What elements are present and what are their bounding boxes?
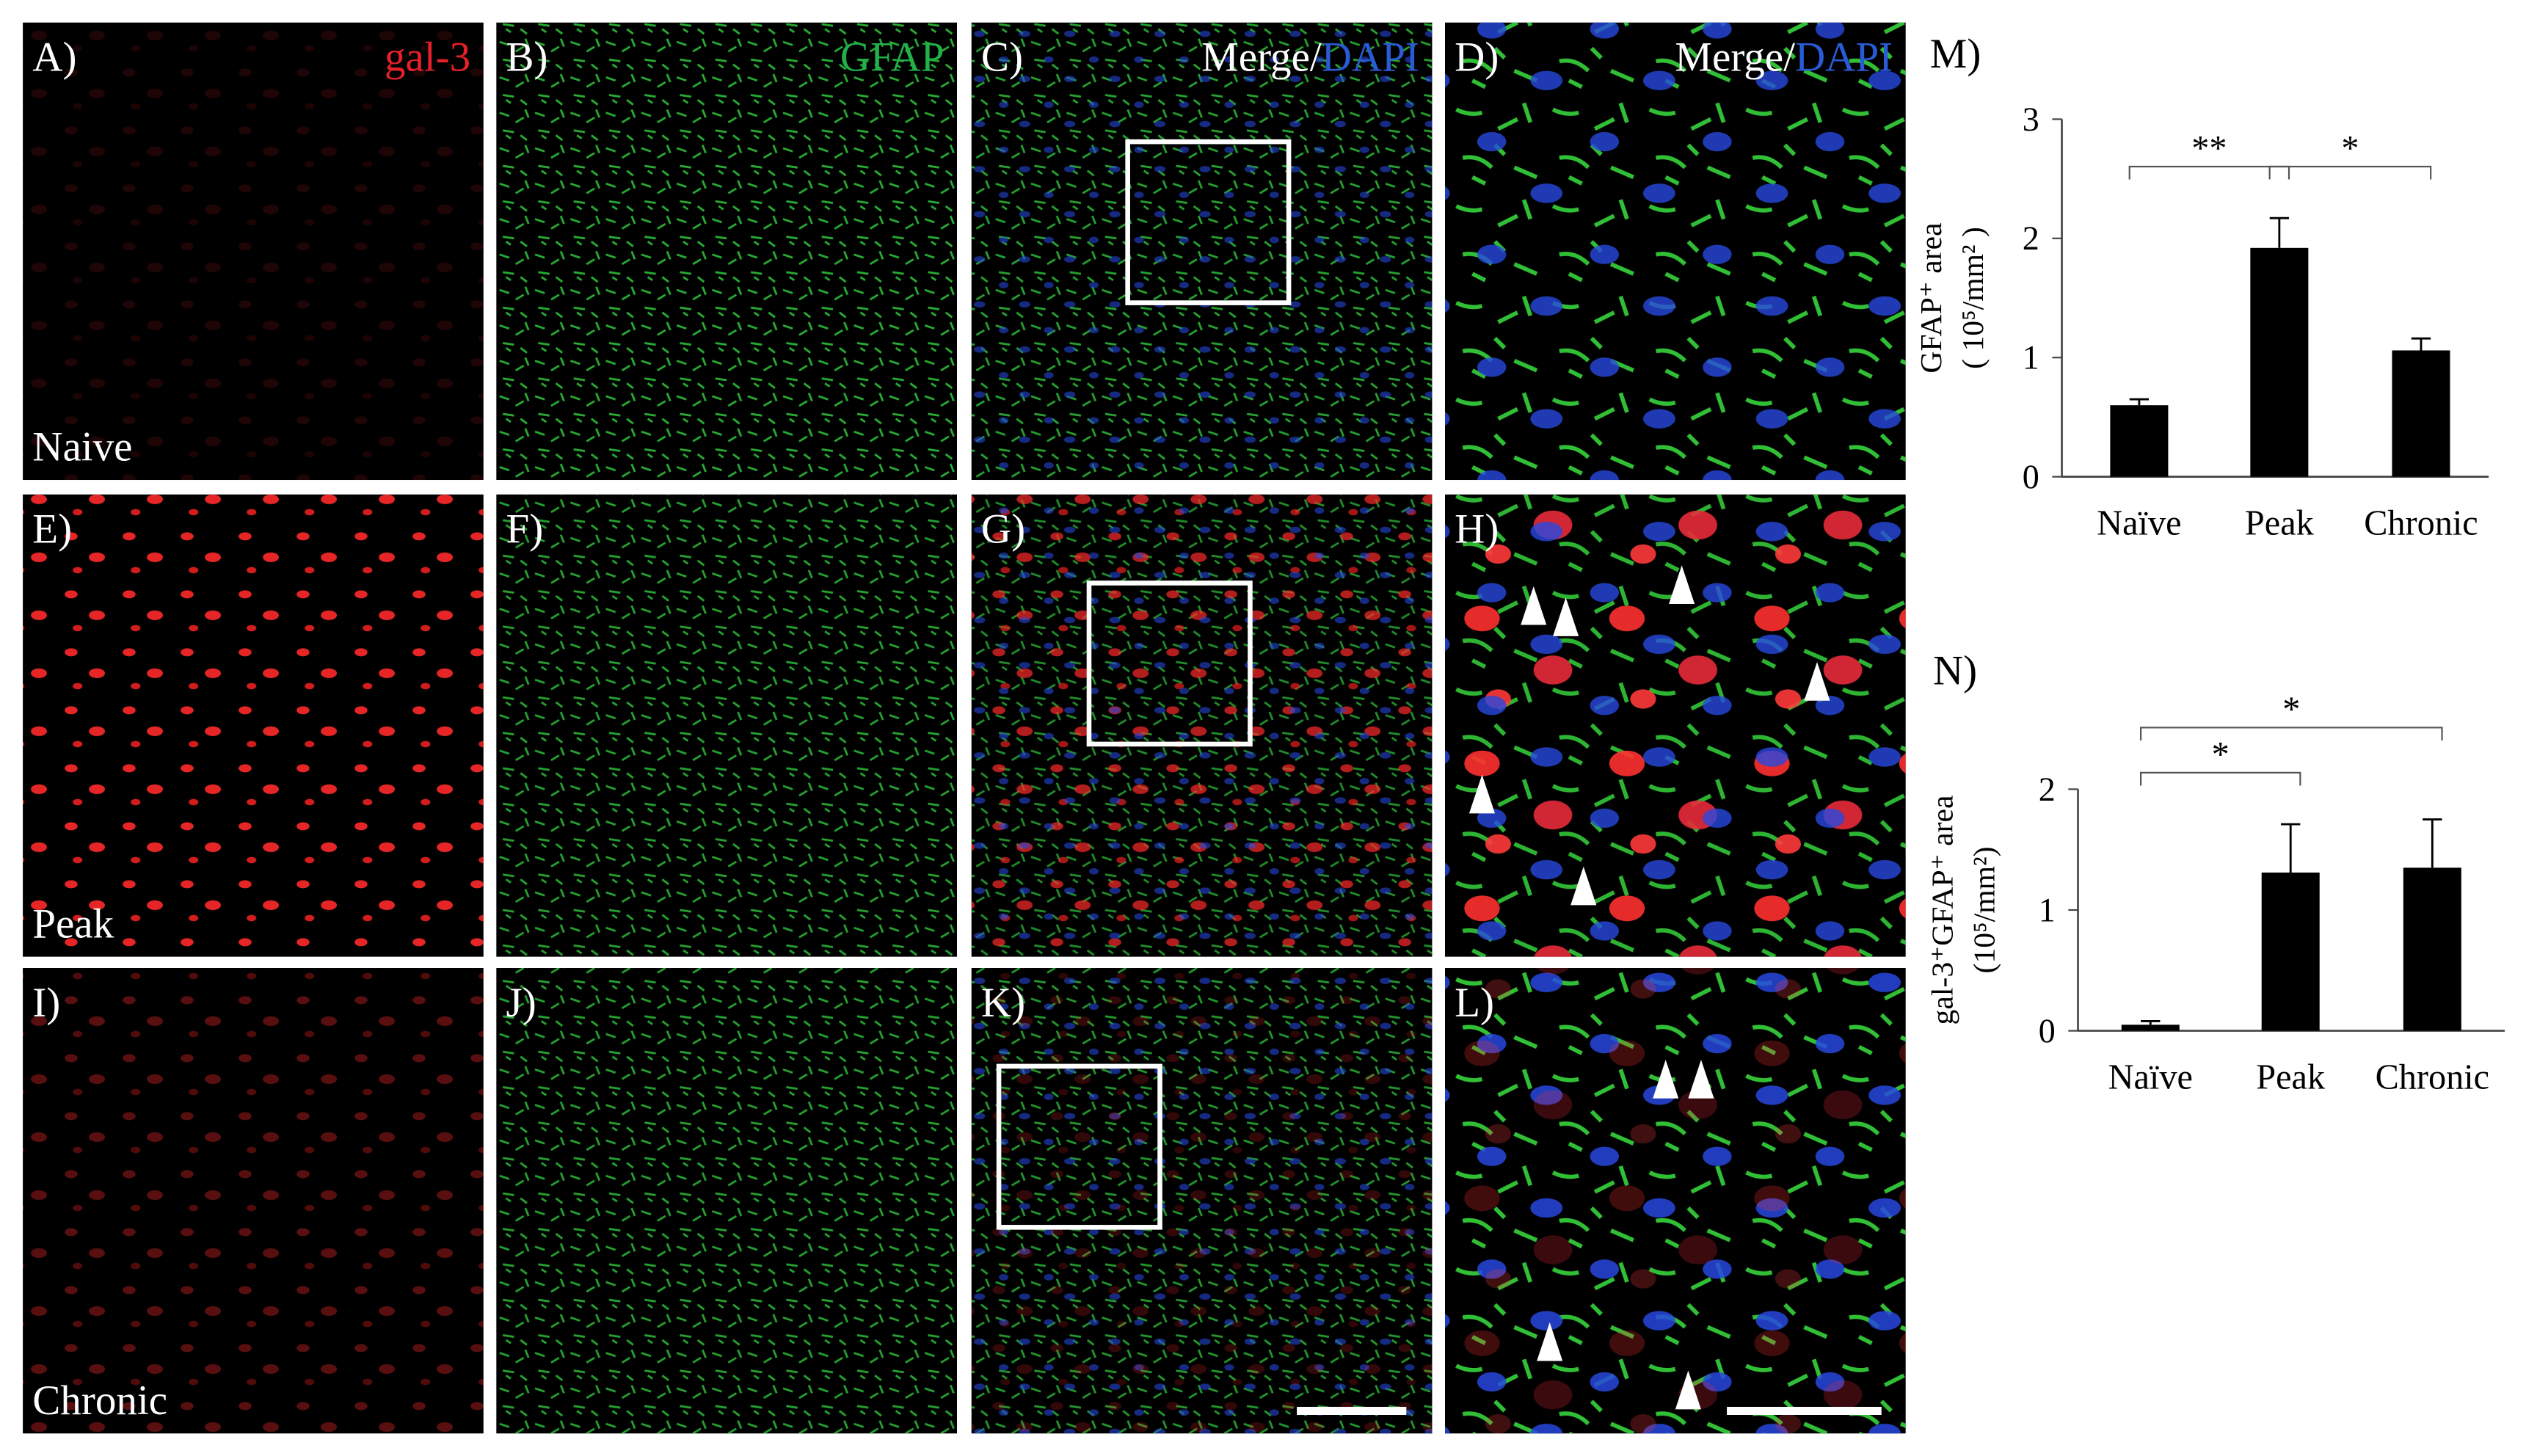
row-label: Naive — [32, 424, 132, 470]
panel-label: H) — [1455, 506, 1499, 553]
stain-layer — [23, 22, 484, 481]
channel-name: Merge/ — [1201, 34, 1322, 81]
inset-box — [996, 1063, 1162, 1230]
arrowhead — [1675, 1370, 1701, 1410]
y-tick-label: 0 — [2039, 1012, 2056, 1049]
channel-name: Merge/ — [1675, 34, 1795, 81]
stain-layer — [496, 968, 958, 1434]
bar — [2392, 350, 2450, 477]
arrowhead — [1804, 662, 1830, 701]
bar — [2403, 867, 2461, 1031]
error-bar — [2411, 337, 2431, 351]
panel-label: I) — [32, 980, 60, 1026]
stain-layer — [23, 494, 484, 957]
channel-name: DAPI — [1322, 34, 1419, 81]
arrowhead — [1669, 565, 1695, 605]
significance-bracket — [2268, 165, 2432, 180]
y-axis-label: GFAP⁺ area — [1915, 222, 1948, 373]
error-bar — [2423, 818, 2442, 868]
stain-layer — [1445, 968, 1906, 1434]
arrowhead — [1521, 586, 1547, 625]
chart-label: M) — [1930, 31, 1981, 77]
bar — [2261, 872, 2320, 1031]
bar — [2121, 1024, 2180, 1031]
x-tick-label: Chronic — [2364, 504, 2478, 543]
significance-label: * — [2341, 129, 2359, 168]
significance-label: * — [2212, 735, 2230, 774]
channel-label: GFAP — [840, 34, 944, 81]
stain-layer — [971, 968, 1433, 1434]
error-bar — [2141, 1020, 2161, 1025]
arrowhead — [1537, 1322, 1563, 1361]
panel-label: B) — [506, 34, 547, 81]
significance-bracket — [2140, 727, 2443, 741]
bar — [2110, 405, 2169, 477]
panel-label: J) — [506, 980, 536, 1026]
stain-layer — [496, 22, 958, 481]
y-axis-label: (10⁵/mm²) — [1968, 847, 2001, 974]
chart-label: N) — [1933, 648, 1977, 694]
panel-label: C) — [981, 34, 1023, 81]
stain-layer — [1445, 22, 1906, 481]
panel-label: F) — [506, 506, 543, 553]
inset-box — [1125, 139, 1292, 305]
panel-label: D) — [1455, 34, 1499, 81]
channel-label: Merge/DAPI — [1675, 34, 1893, 81]
panel-label: A) — [32, 34, 76, 81]
error-bar — [2281, 823, 2301, 873]
channel-label: gal-3 — [385, 34, 470, 81]
panel-label: G) — [981, 506, 1025, 553]
x-tick-label: Peak — [2245, 504, 2315, 543]
row-label: Peak — [32, 900, 114, 947]
y-tick-label: 0 — [2023, 458, 2039, 495]
row-label: Chronic — [32, 1377, 167, 1424]
channel-name: gal-3 — [385, 34, 470, 81]
y-axis-label: gal-3⁺GFAP⁺ area — [1926, 796, 1959, 1025]
stain-layer — [971, 22, 1433, 481]
significance-label: * — [2282, 691, 2300, 729]
y-tick-label: 2 — [2023, 219, 2039, 257]
panel-label: K) — [981, 980, 1025, 1026]
y-axis-label: ( 10⁵/mm² ) — [1957, 227, 1990, 369]
stain-layer — [971, 494, 1433, 957]
stain-layer — [23, 968, 484, 1434]
x-tick-label: Naïve — [2097, 504, 2181, 543]
bar — [2250, 247, 2309, 477]
channel-name: GFAP — [840, 34, 944, 81]
x-tick-label: Peak — [2256, 1058, 2326, 1097]
panel-label: E) — [32, 506, 72, 553]
y-tick-label: 1 — [2039, 891, 2056, 928]
arrowhead — [1570, 866, 1597, 906]
significance-label: ** — [2191, 129, 2227, 168]
channel-label: Merge/DAPI — [1201, 34, 1419, 81]
y-tick-label: 2 — [2039, 771, 2056, 808]
arrowhead — [1468, 774, 1496, 814]
error-bar — [2269, 216, 2290, 248]
error-bar — [2129, 398, 2150, 406]
y-tick-label: 1 — [2023, 339, 2039, 376]
x-tick-label: Chronic — [2376, 1058, 2489, 1097]
arrowhead — [1553, 597, 1579, 636]
stain-layer — [496, 494, 958, 957]
arrowhead — [1653, 1060, 1679, 1099]
significance-bracket — [2128, 165, 2290, 180]
y-tick-label: 3 — [2023, 101, 2039, 138]
panel-label: L) — [1455, 980, 1494, 1026]
stain-layer — [1445, 494, 1906, 957]
x-tick-label: Naïve — [2108, 1058, 2193, 1097]
arrowhead — [1688, 1060, 1714, 1099]
significance-bracket — [2140, 771, 2301, 786]
channel-name: DAPI — [1795, 34, 1893, 81]
inset-box — [1086, 580, 1253, 747]
